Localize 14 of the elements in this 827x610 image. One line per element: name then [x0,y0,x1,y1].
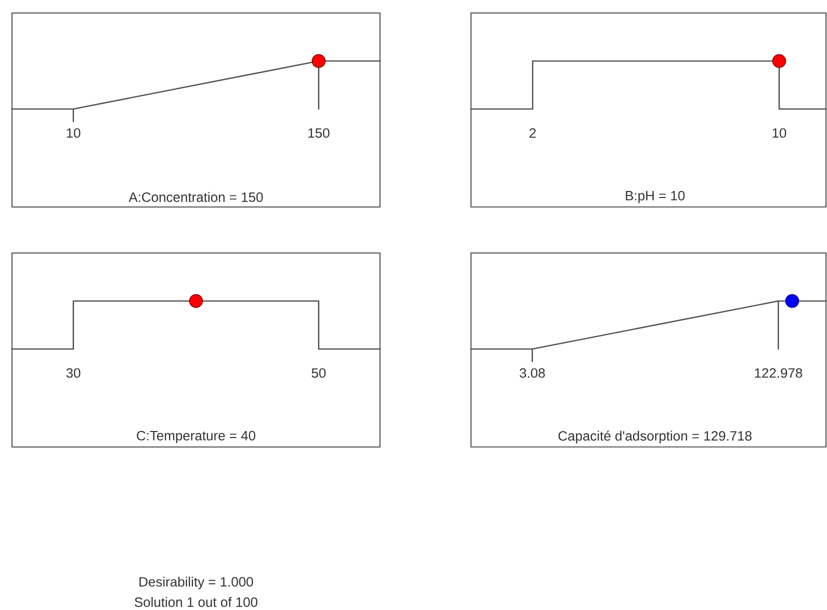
x-axis-title: A:Concentration = 150 [128,192,263,202]
x-tick-label: 30 [66,368,80,378]
x-tick-label: 3.08 [520,368,545,378]
x-tick-label: 2 [530,128,536,138]
x-axis-title: B:pH = 10 [626,190,685,204]
x-axis-title: C:Temperature = 40 [136,430,256,444]
text: Solution 1 out of 100 [134,597,258,607]
x-tick-label: 10 [772,128,786,138]
x-axis-title: Capacité d'adsorption = 129.718 [558,430,752,444]
x-tick-label: 10 [66,128,80,138]
text: Desirability = 1.000 [140,576,254,590]
x-tick-label: 150 [308,128,330,138]
x-tick-label: 122.978 [754,368,802,378]
x-tick-label: 50 [312,368,326,378]
